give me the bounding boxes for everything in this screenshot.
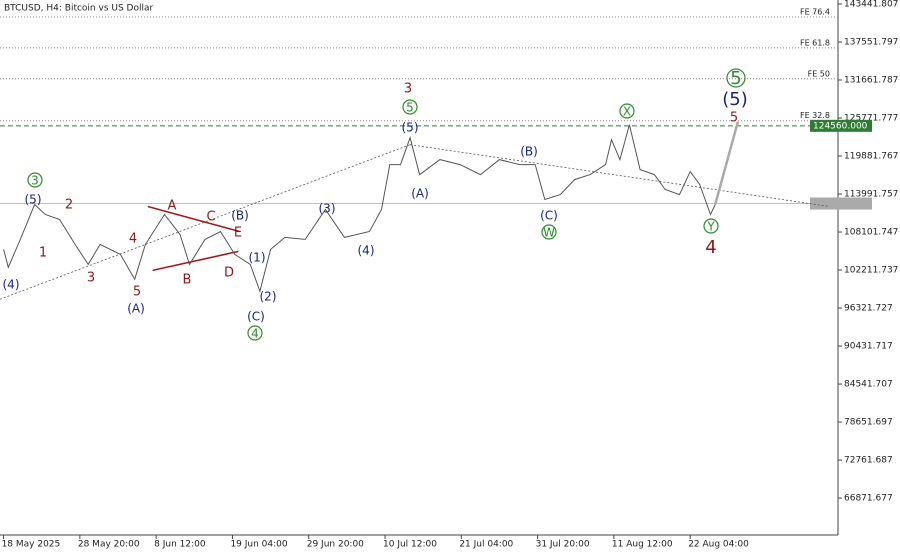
wave-circle [619,103,635,119]
price-tag-label: 124560.000 [813,121,868,131]
y-tick-label: 84541.707 [844,380,893,390]
y-tick-label: 137551.797 [844,37,898,47]
y-tick-label: 96321.727 [844,304,893,314]
chart-title: BTCUSD, H4: Bitcoin vs US Dollar [4,4,153,14]
y-tick-label: 113991.757 [844,190,898,200]
wave-label: (4) [358,244,375,258]
wave-label: (A) [127,302,145,316]
wave-label: (1) [249,251,266,265]
wave-label: A [168,199,177,214]
wave-label: 4 [251,327,259,341]
current-price-tag [810,197,872,210]
y-tick-label: 72761.687 [844,456,893,466]
y-tick-label: 143441.807 [844,0,898,9]
y-tick-label: 90431.717 [844,342,893,352]
wave-circle [703,218,719,234]
fib-label: FE 76.4 [800,7,830,16]
x-tick-label: 11 Aug 12:00 [612,540,673,550]
wave-label: (2) [260,290,277,304]
trend-line [152,250,239,272]
wave-label: 4 [129,232,137,247]
wave-label: 5 [730,111,738,126]
y-tick-label: 108101.747 [844,228,898,238]
y-tick-label: 131661.787 [844,76,898,86]
wave-circle [402,99,418,115]
x-tick-label: 29 Jun 20:00 [307,540,364,550]
wave-label: 2 [65,198,73,213]
wave-circle [247,325,263,341]
wave-label: (C) [540,209,558,223]
y-tick-label: 102211.737 [844,266,898,276]
wave-label: (4) [3,278,20,292]
x-tick-label: 10 Jul 12:00 [383,540,437,550]
wave-label: 3 [404,82,412,97]
wave-label: D [224,266,234,281]
price-line [3,124,716,294]
x-tick-label: 18 May 2025 [2,540,61,550]
trend-line [410,144,830,207]
wave-circle [541,224,557,240]
fib-label: FE 32.8 [800,111,830,120]
wave-label: (5) [25,193,42,207]
wave-circle [27,172,43,188]
wave-label: 5 [730,68,741,89]
x-tick-label: 22 Aug 04:00 [688,540,749,550]
wave-circle [726,68,746,88]
wave-label: (C) [247,310,265,324]
wave-label: 3 [31,174,39,188]
wave-label: (5) [402,121,419,135]
x-tick-label: 8 Jun 12:00 [154,540,206,550]
fib-label: FE 61.8 [800,38,830,47]
price-tag [810,119,872,132]
y-tick-label: 125771.777 [844,114,898,124]
wave-label: B [183,273,192,288]
wave-label: 1 [39,246,47,261]
wave-label: (B) [231,209,249,223]
wave-label: 5 [406,101,414,115]
fib-label: FE 50 [808,69,830,78]
wave-label: 5 [133,285,141,300]
y-tick-label: 119881.767 [844,152,898,162]
wave-label: 3 [87,271,95,286]
y-tick-label: 78651.697 [844,418,893,428]
wave-label: W [543,226,555,240]
y-tick-label: 66871.677 [844,494,893,504]
x-tick-label: 21 Jul 04:00 [459,540,513,550]
price-line [713,121,740,205]
wave-label: (B) [520,145,538,159]
wave-label: (5) [722,89,748,110]
x-tick-label: 28 May 20:00 [78,540,140,550]
x-tick-label: 19 Jun 04:00 [230,540,287,550]
wave-label: C [206,210,215,225]
wave-label: E [234,226,242,241]
trend-line [0,144,411,300]
wave-label: (A) [411,187,429,201]
wave-label: Y [706,220,715,234]
wave-label: X [623,105,631,119]
trend-line [147,205,240,233]
wave-label: (3) [319,202,336,216]
wave-label: 4 [705,237,716,258]
x-tick-label: 31 Jul 20:00 [536,540,590,550]
